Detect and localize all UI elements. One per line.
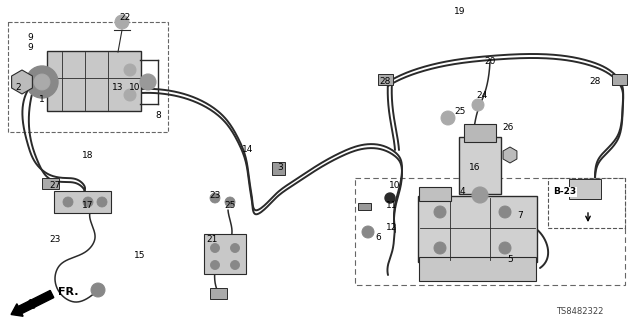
Text: 11: 11: [387, 201, 397, 210]
FancyBboxPatch shape: [204, 234, 246, 274]
Circle shape: [34, 74, 50, 90]
Bar: [8, 22, 168, 132]
FancyBboxPatch shape: [459, 137, 501, 194]
Text: 3: 3: [277, 164, 283, 173]
FancyBboxPatch shape: [464, 124, 496, 142]
Circle shape: [230, 243, 239, 253]
Bar: [548, 178, 625, 228]
Text: 9: 9: [27, 43, 33, 53]
Text: 7: 7: [517, 211, 523, 219]
Circle shape: [362, 226, 374, 238]
Text: 26: 26: [502, 123, 514, 132]
Circle shape: [83, 197, 93, 207]
Circle shape: [434, 206, 446, 218]
Text: 6: 6: [375, 234, 381, 242]
FancyBboxPatch shape: [47, 51, 141, 111]
Text: TS8482322: TS8482322: [556, 308, 604, 316]
Circle shape: [211, 243, 220, 253]
Circle shape: [385, 193, 395, 203]
Text: 21: 21: [206, 235, 218, 244]
FancyBboxPatch shape: [611, 73, 627, 85]
Text: 19: 19: [454, 8, 466, 17]
Text: 2: 2: [15, 84, 21, 93]
FancyBboxPatch shape: [271, 161, 285, 174]
FancyBboxPatch shape: [419, 187, 451, 201]
FancyBboxPatch shape: [54, 191, 111, 213]
FancyBboxPatch shape: [569, 179, 601, 199]
Text: 1: 1: [39, 95, 45, 105]
Text: 15: 15: [134, 250, 146, 259]
FancyBboxPatch shape: [42, 177, 58, 189]
Text: 25: 25: [454, 108, 466, 116]
Text: 12: 12: [387, 224, 397, 233]
Text: 4: 4: [459, 188, 465, 197]
Circle shape: [225, 197, 235, 207]
Text: 16: 16: [469, 164, 481, 173]
FancyBboxPatch shape: [378, 73, 392, 85]
Text: 8: 8: [155, 110, 161, 120]
Text: 23: 23: [209, 190, 221, 199]
Text: 10: 10: [389, 181, 401, 189]
Text: B-23: B-23: [554, 188, 577, 197]
Text: 24: 24: [476, 91, 488, 100]
Text: 20: 20: [484, 57, 496, 66]
Circle shape: [63, 197, 73, 207]
Circle shape: [124, 64, 136, 76]
Text: FR.: FR.: [58, 287, 79, 297]
Text: 14: 14: [243, 145, 253, 154]
FancyArrow shape: [11, 290, 54, 316]
FancyBboxPatch shape: [418, 196, 537, 262]
Text: 18: 18: [83, 151, 93, 160]
FancyBboxPatch shape: [419, 257, 536, 281]
Text: 13: 13: [112, 84, 124, 93]
Circle shape: [97, 197, 107, 207]
Circle shape: [211, 261, 220, 270]
Circle shape: [140, 74, 156, 90]
Circle shape: [230, 261, 239, 270]
Circle shape: [472, 187, 488, 203]
Text: 23: 23: [49, 235, 61, 244]
Text: 10: 10: [129, 84, 141, 93]
Text: 27: 27: [49, 181, 61, 189]
Text: 17: 17: [83, 201, 93, 210]
Circle shape: [26, 66, 58, 98]
Circle shape: [499, 206, 511, 218]
Circle shape: [91, 283, 105, 297]
Circle shape: [124, 89, 136, 101]
Circle shape: [434, 242, 446, 254]
Circle shape: [441, 111, 455, 125]
Text: 5: 5: [507, 256, 513, 264]
FancyBboxPatch shape: [358, 203, 371, 210]
FancyBboxPatch shape: [209, 287, 227, 299]
Circle shape: [210, 193, 220, 203]
Text: 28: 28: [589, 78, 601, 86]
Circle shape: [499, 242, 511, 254]
Text: 22: 22: [120, 13, 131, 23]
Circle shape: [472, 99, 484, 111]
Bar: [355, 178, 625, 285]
Text: 25: 25: [224, 201, 236, 210]
Text: 9: 9: [27, 33, 33, 42]
Circle shape: [115, 15, 129, 29]
Text: 28: 28: [380, 78, 390, 86]
